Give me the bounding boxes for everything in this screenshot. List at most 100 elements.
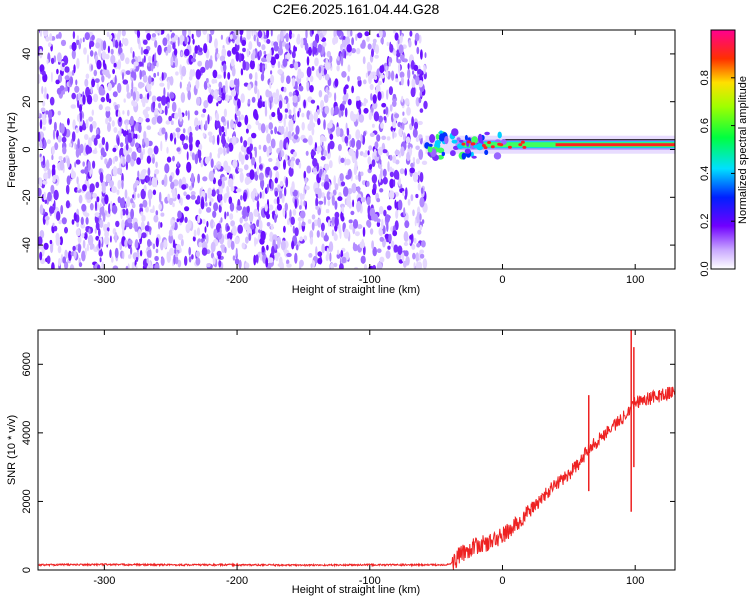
colorbar-tick-label: 0.4 [699,166,711,181]
heatmap-noise-cell [62,256,67,264]
heatmap-noise-cell [291,240,295,250]
heatmap-noise-cell [119,125,122,137]
heatmap-noise-cell [60,204,64,215]
heatmap-noise-cell [346,44,352,53]
heatmap-noise-cell [309,113,314,122]
heatmap-noise-cell [64,75,70,81]
heatmap-noise-cell [406,106,411,116]
signal-onset-blob [471,155,477,159]
heatmap-noise-cell [123,98,126,103]
signal-red-spot [499,143,504,147]
heatmap-noise-cell [278,256,283,267]
heatmap-noise-cell [108,203,111,215]
heatmap-noise-cell [394,149,400,156]
heatmap-noise-cell [77,100,80,109]
heatmap-noise-cell [137,134,140,140]
heatmap-noise-cell [375,89,379,94]
heatmap-noise-cell [50,184,55,194]
heatmap-noise-cell [164,131,168,141]
heatmap-noise-cell [372,213,379,222]
heatmap-noise-cell [311,66,315,71]
heatmap-noise-cell [98,228,101,237]
heatmap-noise-cell [93,69,98,77]
heatmap-noise-cell [376,221,381,227]
heatmap-noise-cell [88,228,91,235]
heatmap-noise-cell [372,246,378,257]
heatmap-noise-cell [82,184,87,192]
heatmap-noise-cell [155,210,159,216]
heatmap-noise-cell [193,229,197,238]
heatmap-noise-cell [131,131,134,139]
heatmap-noise-cell [71,219,75,225]
heatmap-noise-cell [185,194,191,200]
heatmap-noise-cell [153,72,157,78]
heatmap-noise-cell [403,241,409,247]
heatmap-noise-cell [64,226,68,234]
heatmap-noise-cell [348,219,353,224]
heatmap-noise-cell [372,94,377,104]
heatmap-noise-cell [229,34,233,40]
heatmap-noise-cell [337,144,342,152]
heatmap-noise-cell [107,45,110,54]
heatmap-noise-cell [141,232,147,239]
heatmap-noise-cell [58,258,61,267]
signal-red-spot [467,140,471,144]
heatmap-noise-cell [157,44,162,56]
heatmap-noise-cell [355,175,359,180]
heatmap-noise-cell [253,34,256,42]
heatmap-noise-cell [65,184,70,195]
heatmap-noise-cell [254,71,258,82]
heatmap-noise-cell [61,136,67,143]
heatmap-noise-cell [307,219,312,224]
heatmap-noise-cell [357,76,361,81]
heatmap-noise-cell [402,117,408,124]
heatmap-noise-cell [205,78,209,83]
heatmap-noise-cell [188,30,191,37]
heatmap-noise-cell [408,39,412,48]
heatmap-noise-cell [43,172,49,180]
heatmap-noise-cell [257,100,263,109]
heatmap-noise-cell [47,109,53,120]
heatmap-noise-cell [208,135,213,143]
signal-onset-blob [464,134,468,141]
heatmap-noise-cell [327,219,331,227]
heatmap-noise-cell [256,219,260,227]
heatmap-noise-cell [278,100,283,109]
heatmap-x-label: Height of straight line (km) [292,284,420,296]
signal-onset-blob [435,133,440,140]
heatmap-noise-cell [188,246,191,256]
snr-series [38,330,675,570]
heatmap-noise-cell [174,56,178,68]
heatmap-noise-cell [371,159,376,168]
heatmap-noise-cell [57,135,62,143]
heatmap-noise-cell [164,174,168,185]
heatmap-noise-cell [325,232,328,242]
heatmap-noise-cell [179,133,186,141]
y-tick-label: 2000 [21,489,33,513]
heatmap-noise-cell [415,193,419,199]
heatmap-noise-cell [56,87,62,95]
heatmap-noise-cell [351,48,356,54]
heatmap-noise-cell [103,55,106,61]
heatmap-noise-cell [379,256,385,263]
heatmap-noise-cell [245,128,249,134]
heatmap-noise-cell [274,177,278,184]
heatmap-noise-cell [76,35,79,41]
heatmap-noise-cell [147,239,151,247]
heatmap-noise-cell [305,30,308,39]
heatmap-noise-cell [172,202,175,208]
heatmap-noise-cell [411,116,414,127]
heatmap-noise-cell [320,175,326,181]
y-tick-label: 0 [21,567,33,573]
heatmap-noise-cell [378,30,383,38]
heatmap-noise-cell [253,208,259,217]
heatmap-noise-cell [70,170,77,179]
heatmap-noise-cell [266,244,269,251]
heatmap-noise-cell [354,159,358,169]
heatmap-noise-cell [171,37,177,42]
heatmap-noise-cell [136,157,142,165]
heatmap-noise-cell [198,208,202,215]
heatmap-noise-cell [84,134,89,140]
heatmap-noise-cell [414,218,417,227]
heatmap-noise-cell [376,134,381,142]
